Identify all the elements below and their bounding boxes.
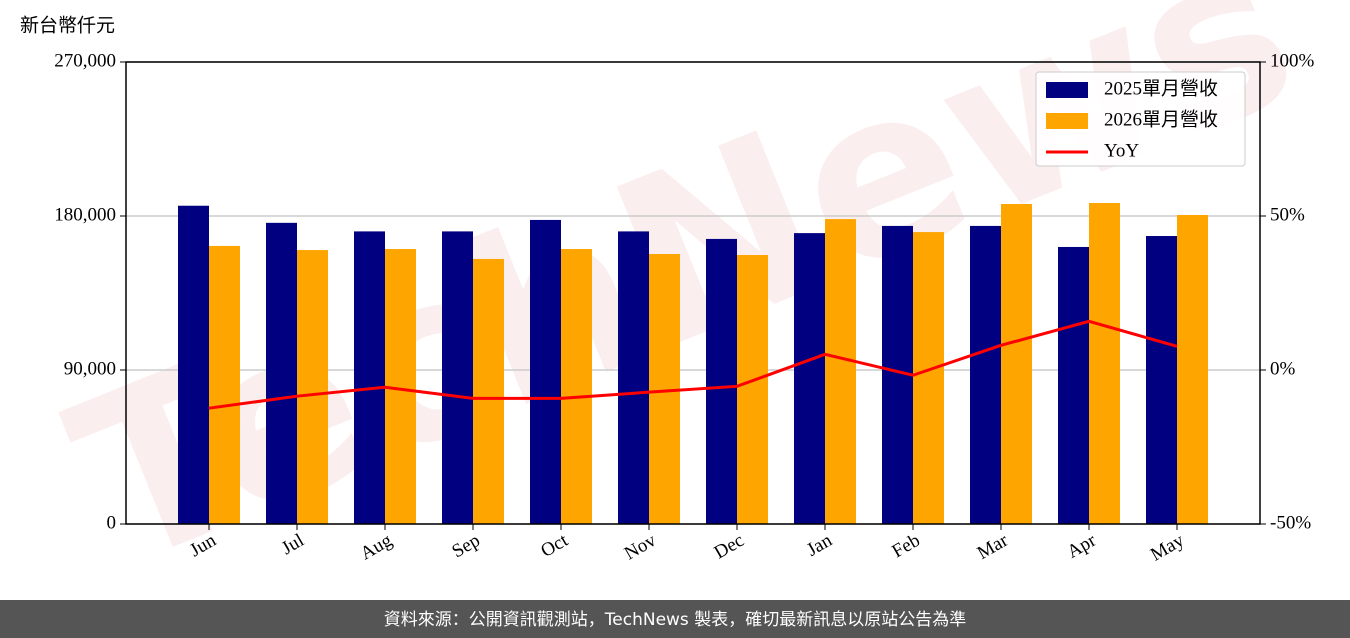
y-tick-label: 180,000	[54, 204, 116, 225]
y-tick-label: 270,000	[54, 50, 116, 71]
bar	[178, 205, 209, 524]
bar	[266, 222, 297, 524]
y2-tick-label: 0%	[1270, 358, 1296, 379]
bar	[1177, 214, 1208, 524]
bar	[297, 250, 328, 524]
footer-band	[0, 600, 1350, 638]
line	[208, 319, 1178, 410]
bar	[1058, 246, 1089, 524]
bar	[354, 231, 385, 524]
y-axis-unit: 新台幣仟元	[20, 14, 115, 36]
footer: 資料來源：公開資訊觀測站，TechNews 製表，確切最新訊息以原站公告為準	[384, 610, 966, 630]
bar	[442, 231, 473, 524]
bar	[794, 233, 825, 524]
bar	[209, 245, 240, 524]
bar	[561, 249, 592, 524]
y2-tick-label: 100%	[1270, 50, 1315, 71]
legend-label: 2026單月營收	[1104, 108, 1218, 130]
bar	[913, 232, 944, 524]
legend-label: YoY	[1104, 140, 1139, 161]
bar	[825, 219, 856, 524]
bar	[970, 225, 1001, 524]
y-tick-label: 90,000	[64, 358, 116, 379]
bar	[473, 258, 504, 524]
y2-tick-label: -50%	[1270, 512, 1311, 533]
y2-tick-label: 50%	[1270, 204, 1305, 225]
bar	[737, 255, 768, 524]
bar	[1001, 204, 1032, 524]
bar	[1089, 202, 1120, 525]
bar	[530, 219, 561, 525]
legend-swatch	[1046, 82, 1088, 98]
legend-swatch	[1046, 113, 1088, 129]
bar	[1146, 236, 1177, 524]
y-tick-label: 0	[107, 512, 117, 533]
bar	[706, 238, 737, 524]
legend-label: 2025單月營收	[1104, 77, 1218, 99]
legend-box	[1035, 71, 1246, 167]
plot-frame	[125, 61, 1261, 525]
bar	[618, 231, 649, 524]
